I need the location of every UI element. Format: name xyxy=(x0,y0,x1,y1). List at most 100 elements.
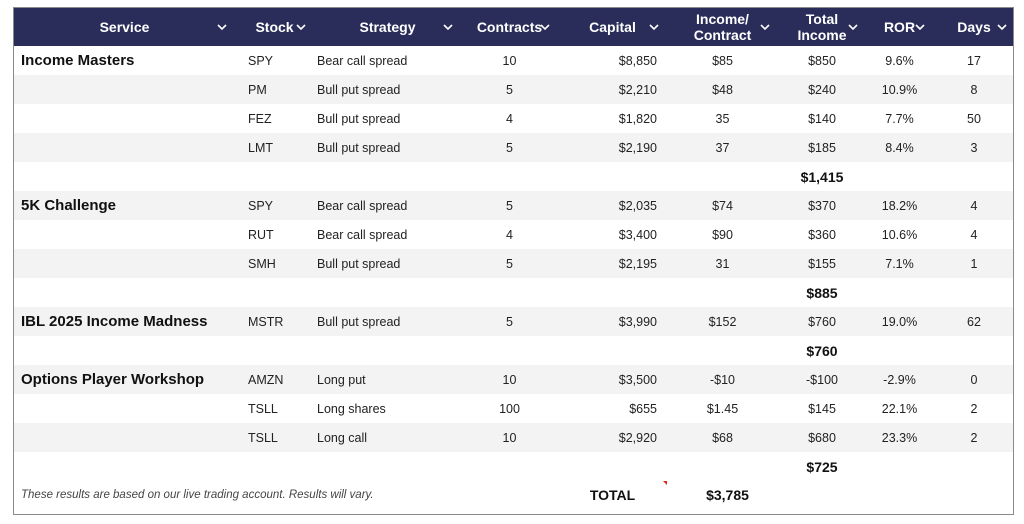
cell-contracts[interactable]: 100 xyxy=(499,401,520,416)
cell-total-income[interactable]: $850 xyxy=(808,53,836,68)
chevron-down-icon[interactable] xyxy=(914,21,926,33)
cell-contracts[interactable]: 5 xyxy=(506,198,513,213)
cell-total-income[interactable]: $360 xyxy=(808,227,836,242)
cell-days[interactable]: 4 xyxy=(970,227,978,242)
chevron-down-icon[interactable] xyxy=(539,21,551,33)
cell-service[interactable]: 5K Challenge xyxy=(21,197,117,214)
cell-days[interactable]: 4 xyxy=(970,198,978,213)
cell-stock[interactable]: FEZ xyxy=(248,111,272,126)
cell-income-contract[interactable]: 35 xyxy=(715,111,730,126)
cell-total-income[interactable]: $370 xyxy=(808,198,836,213)
cell-income-contract[interactable]: -$10 xyxy=(709,372,736,387)
cell-days[interactable]: 62 xyxy=(967,314,981,329)
cell-stock[interactable]: SMH xyxy=(248,256,276,271)
cell-total-income[interactable]: $145 xyxy=(808,401,836,416)
cell-strategy[interactable]: Long put xyxy=(317,372,366,387)
cell-strategy[interactable]: Bear call spread xyxy=(317,198,408,213)
cell-strategy[interactable]: Long call xyxy=(317,430,368,445)
cell-total-income[interactable]: $240 xyxy=(808,82,836,97)
cell-stock[interactable]: AMZN xyxy=(248,372,284,387)
cell-days[interactable]: 2 xyxy=(970,430,978,445)
chevron-down-icon[interactable] xyxy=(295,21,307,33)
cell-total-income[interactable]: $760 xyxy=(808,314,836,329)
cell-ror[interactable]: 9.6% xyxy=(885,53,914,68)
cell-contracts[interactable]: 4 xyxy=(506,227,513,242)
cell-total-income[interactable]: $680 xyxy=(808,430,836,445)
cell-service[interactable] xyxy=(14,394,235,423)
cell-service[interactable] xyxy=(14,249,235,278)
header-total_income[interactable]: Total Income xyxy=(778,8,866,46)
cell-income-contract[interactable]: 37 xyxy=(715,140,730,155)
cell-capital[interactable]: $2,195 xyxy=(618,256,657,271)
cell-income-contract[interactable]: 31 xyxy=(715,256,730,271)
cell-days[interactable]: 3 xyxy=(970,140,978,155)
comment-indicator-icon[interactable] xyxy=(663,481,667,486)
cell-service[interactable] xyxy=(14,220,235,249)
cell-ror[interactable]: -2.9% xyxy=(883,372,916,387)
cell-ror[interactable]: 10.9% xyxy=(881,82,918,97)
cell-days[interactable]: 8 xyxy=(970,82,978,97)
cell-service[interactable]: Options Player Workshop xyxy=(21,371,205,388)
cell-contracts[interactable]: 5 xyxy=(506,140,513,155)
cell-ror[interactable]: 19.0% xyxy=(881,314,918,329)
cell-ror[interactable]: 22.1% xyxy=(881,401,918,416)
cell-contracts[interactable]: 10 xyxy=(502,372,517,387)
cell-strategy[interactable]: Bull put spread xyxy=(317,82,401,97)
cell-contracts[interactable]: 10 xyxy=(502,53,517,68)
cell-contracts[interactable]: 5 xyxy=(506,82,513,97)
cell-ror[interactable]: 23.3% xyxy=(881,430,918,445)
cell-service[interactable] xyxy=(14,423,235,452)
cell-service[interactable]: IBL 2025 Income Madness xyxy=(21,313,208,330)
cell-income-contract[interactable]: $1.45 xyxy=(706,401,739,416)
cell-income-contract[interactable]: $90 xyxy=(712,227,733,242)
cell-total-income[interactable]: $140 xyxy=(808,111,836,126)
cell-ror[interactable]: 10.6% xyxy=(881,227,918,242)
cell-income-contract[interactable]: $85 xyxy=(712,53,733,68)
cell-service[interactable] xyxy=(14,104,235,133)
cell-strategy[interactable]: Bull put spread xyxy=(317,314,401,329)
cell-days[interactable]: 0 xyxy=(970,372,978,387)
cell-strategy[interactable]: Bull put spread xyxy=(317,111,401,126)
cell-capital[interactable]: $2,190 xyxy=(618,140,657,155)
cell-total-income[interactable]: -$100 xyxy=(806,372,838,387)
cell-ror[interactable]: 7.1% xyxy=(885,256,914,271)
cell-capital[interactable]: $2,210 xyxy=(618,82,657,97)
cell-income-contract[interactable]: $74 xyxy=(712,198,733,213)
cell-capital[interactable]: $3,400 xyxy=(618,227,657,242)
chevron-down-icon[interactable] xyxy=(648,21,660,33)
cell-stock[interactable]: RUT xyxy=(248,227,274,242)
cell-capital[interactable]: $2,035 xyxy=(618,198,657,213)
header-service[interactable]: Service xyxy=(14,8,235,46)
cell-days[interactable]: 1 xyxy=(970,256,978,271)
cell-days[interactable]: 17 xyxy=(967,53,981,68)
chevron-down-icon[interactable] xyxy=(996,21,1008,33)
chevron-down-icon[interactable] xyxy=(442,21,454,33)
cell-stock[interactable]: TSLL xyxy=(248,430,278,445)
cell-capital[interactable]: $655 xyxy=(629,401,657,416)
header-strategy[interactable]: Strategy xyxy=(314,8,461,46)
cell-stock[interactable]: SPY xyxy=(248,198,274,213)
cell-contracts[interactable]: 5 xyxy=(506,256,513,271)
cell-capital[interactable]: $2,920 xyxy=(618,430,657,445)
header-capital[interactable]: Capital xyxy=(558,8,667,46)
cell-capital[interactable]: $3,990 xyxy=(618,314,657,329)
cell-income-contract[interactable]: $68 xyxy=(712,430,733,445)
cell-strategy[interactable]: Long shares xyxy=(317,401,386,416)
chevron-down-icon[interactable] xyxy=(759,21,771,33)
header-ror[interactable]: ROR xyxy=(866,8,933,46)
cell-income-contract[interactable]: $48 xyxy=(712,82,733,97)
cell-ror[interactable]: 8.4% xyxy=(885,140,914,155)
cell-stock[interactable]: SPY xyxy=(248,53,274,68)
cell-days[interactable]: 2 xyxy=(970,401,978,416)
chevron-down-icon[interactable] xyxy=(847,21,859,33)
header-contracts[interactable]: Contracts xyxy=(461,8,558,46)
cell-stock[interactable]: LMT xyxy=(248,140,273,155)
cell-days[interactable]: 50 xyxy=(967,111,981,126)
cell-contracts[interactable]: 5 xyxy=(506,314,513,329)
cell-stock[interactable]: TSLL xyxy=(248,401,278,416)
cell-capital[interactable]: $1,820 xyxy=(618,111,657,126)
cell-service[interactable]: Income Masters xyxy=(21,52,135,69)
cell-service[interactable] xyxy=(14,133,235,162)
cell-strategy[interactable]: Bear call spread xyxy=(317,53,408,68)
header-stock[interactable]: Stock xyxy=(235,8,314,46)
